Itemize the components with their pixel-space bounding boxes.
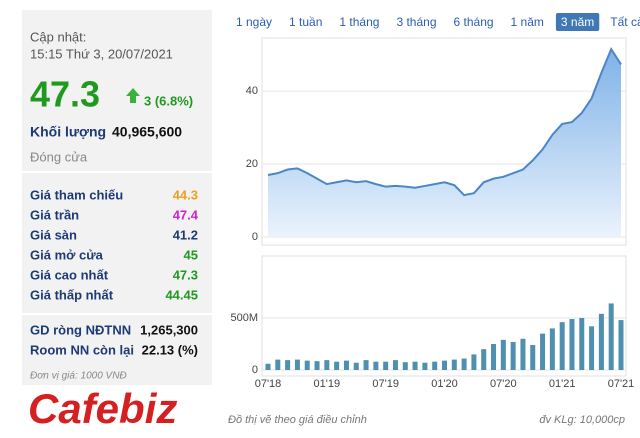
x-tick-label: 01'21 (549, 378, 576, 390)
footer-note: Đồ thị vẽ theo giá điều chỉnh (228, 414, 367, 426)
volume-frame (261, 255, 627, 377)
volume-bar (294, 359, 300, 370)
volume-bar (491, 344, 497, 370)
row-value: 41.2 (173, 227, 198, 242)
row-value: 44.3 (173, 187, 198, 202)
y-tick-label: 40 (246, 85, 258, 97)
unit-note: Đơn vị giá: 1000 VNĐ (30, 371, 127, 382)
row-label: Giá sàn (30, 227, 77, 242)
updated-label: Cập nhật: (30, 29, 86, 44)
x-tick-label: 07'20 (490, 378, 517, 390)
volume-bar (520, 338, 526, 370)
volume-bar (324, 360, 330, 370)
volume-bar (412, 361, 418, 370)
row-label: Giá thấp nhất (30, 287, 114, 302)
foreign-label: GD ròng NĐTNN (30, 322, 131, 337)
row-label: Giá tham chiếu (30, 187, 123, 202)
volume-bar (442, 360, 447, 370)
volume-bar (432, 361, 438, 370)
volume-bar (353, 362, 359, 370)
volume-bar (314, 361, 320, 370)
row-value: 45 (184, 247, 198, 262)
volume-bar (402, 362, 408, 370)
y-tick-label: 0 (252, 231, 258, 243)
y-tick-label: 500M (230, 312, 258, 324)
volume-bar (481, 349, 487, 370)
row-label: Giá trần (30, 207, 79, 222)
tab[interactable]: 1 tháng (339, 15, 379, 29)
tab[interactable]: 3 năm (561, 15, 594, 29)
volume-bar (510, 341, 516, 370)
volume-bar (285, 360, 291, 370)
row-label: Giá mở cửa (30, 247, 104, 262)
x-tick-label: 07'21 (608, 378, 635, 390)
volume-bar (559, 322, 565, 370)
tab-bg (555, 13, 600, 31)
up-arrow (126, 88, 140, 103)
volume-bar (461, 358, 467, 370)
volume-bar (471, 354, 477, 370)
tab[interactable]: Tất cả (610, 15, 640, 29)
volume-bar (392, 360, 398, 370)
y-tick-label: 20 (246, 158, 258, 170)
volume-bar (373, 361, 379, 370)
volume-bar (422, 362, 428, 370)
price-line (267, 46, 622, 197)
volume-bar (618, 320, 624, 370)
volume-bar (598, 313, 604, 370)
volume-bar (608, 303, 614, 370)
volume-bar (569, 319, 575, 370)
y-tick-label: 0 (252, 364, 258, 376)
x-tick-label: 07'19 (372, 378, 399, 390)
row-value: 47.4 (173, 207, 199, 222)
price: 47.3 (30, 74, 100, 115)
logo: Cafebiz (28, 385, 177, 432)
price-change: 3 (6.8%) (144, 93, 193, 108)
volume-bar (383, 361, 389, 370)
tab[interactable]: 6 tháng (454, 15, 494, 29)
row-value: 44.45 (165, 287, 198, 302)
price-frame (261, 37, 627, 246)
volume-bar (334, 361, 340, 370)
x-tick-label: 07'18 (255, 378, 282, 390)
tab[interactable]: 1 tuần (289, 15, 322, 29)
volume-bar (451, 359, 457, 370)
foreign-label: Room NN còn lại (30, 342, 134, 357)
volume-bar (549, 328, 555, 370)
tab[interactable]: 1 ngày (236, 15, 272, 29)
volume-bar (530, 345, 536, 370)
info-panel (22, 10, 212, 385)
volume-bar (540, 333, 546, 370)
foreign-value: 22.13 (%) (142, 342, 198, 357)
tab[interactable]: 3 tháng (396, 15, 436, 29)
volume-bar (363, 360, 369, 370)
volume-unit: đv KLg: 10,000cp (539, 414, 625, 426)
volume-bar (265, 363, 271, 370)
volume-bar (343, 360, 349, 370)
row-value: 47.3 (173, 267, 198, 282)
x-tick-label: 01'20 (431, 378, 458, 390)
updated-time: 15:15 Thứ 3, 20/07/2021 (30, 46, 173, 61)
volume-bar (500, 339, 506, 370)
price-area (268, 49, 621, 238)
x-tick-label: 01'19 (314, 378, 341, 390)
volume-bar (579, 318, 585, 370)
volume: 40,965,600 (112, 124, 182, 140)
volume-bar (589, 326, 595, 370)
volume-bar (304, 360, 310, 370)
volume-label: Khối lượng (30, 124, 106, 140)
status: Đóng cửa (30, 149, 88, 164)
volume-bar (275, 359, 281, 370)
foreign-value: 1,265,300 (140, 322, 198, 337)
row-label: Giá cao nhất (30, 267, 109, 282)
tab[interactable]: 1 năm (511, 15, 544, 29)
